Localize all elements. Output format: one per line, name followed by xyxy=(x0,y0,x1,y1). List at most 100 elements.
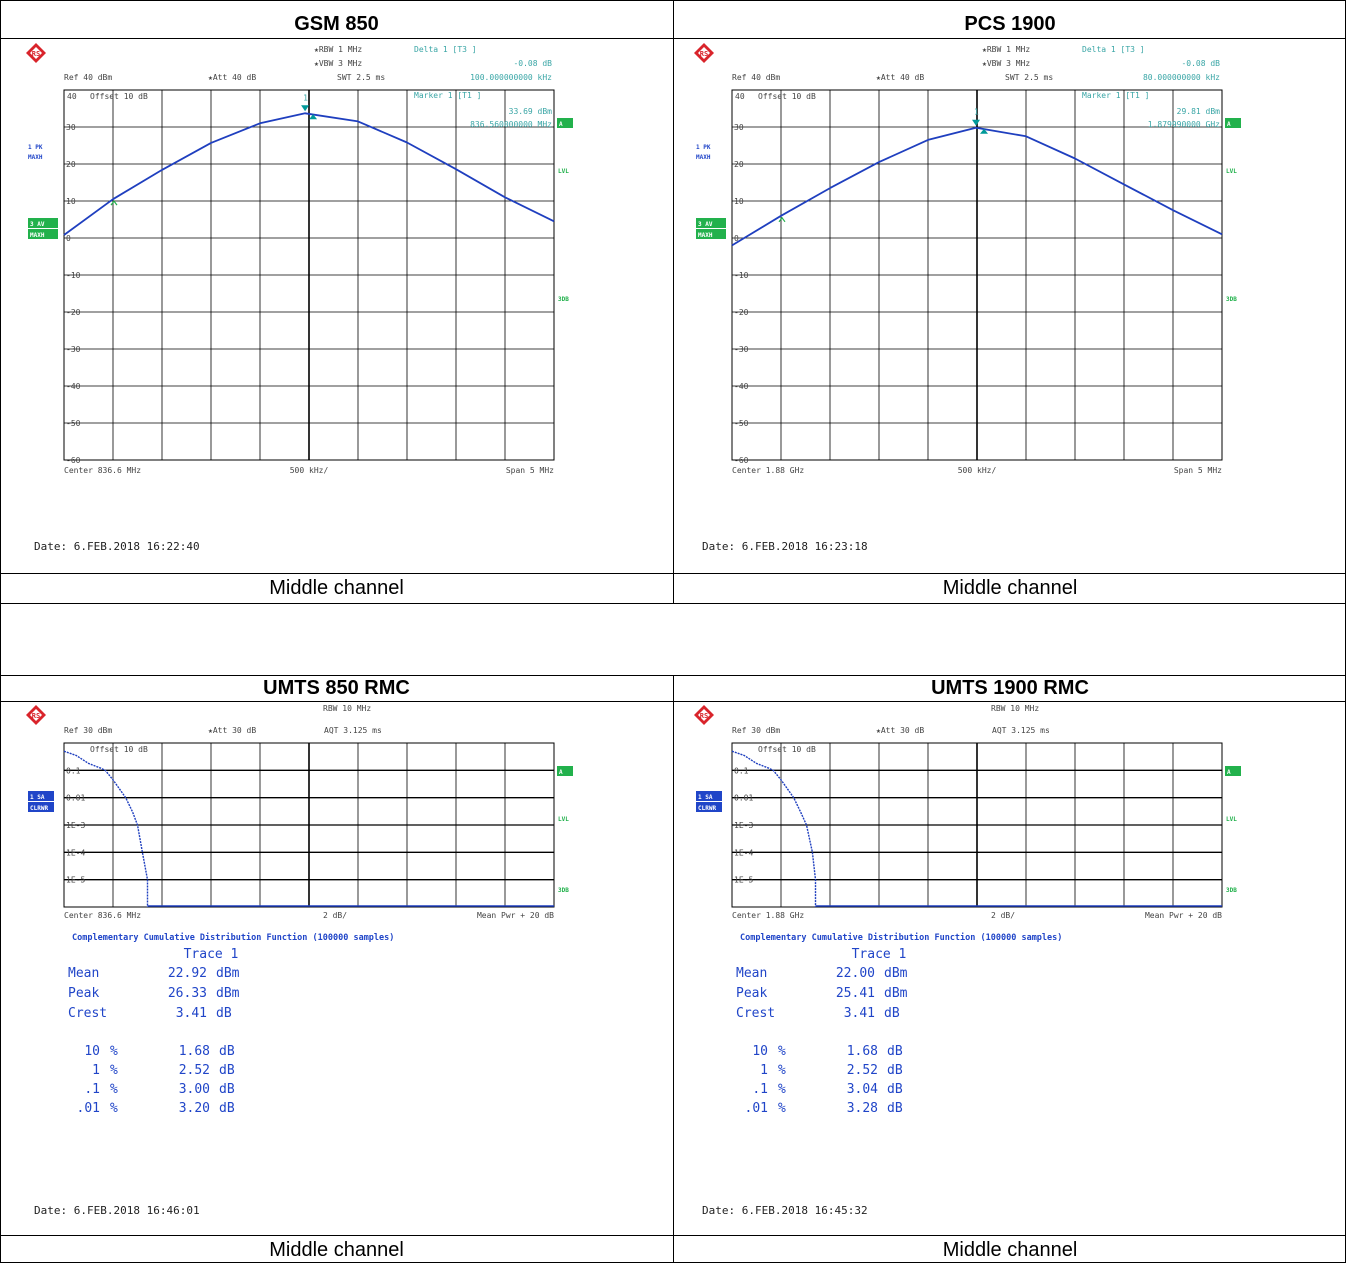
stats-pct-level: .01 xyxy=(77,1101,100,1116)
rbw-label: RBW 10 MHz xyxy=(323,704,371,713)
stats-pct-level: 1 xyxy=(92,1063,100,1078)
stats-pct-value: 3.04 xyxy=(847,1082,878,1097)
db3-label: 3DB xyxy=(558,887,569,894)
trace1-mode: MAXH xyxy=(696,154,711,161)
trace1-badge-bg xyxy=(28,791,54,801)
y-tick-label: 1E-3 xyxy=(734,821,753,830)
line-marker-icon xyxy=(778,216,786,223)
marker-frequency: 836.560000000 MHz xyxy=(470,120,552,129)
marker-1-triangle xyxy=(301,105,310,112)
y-tick-label: 0.1 xyxy=(734,766,749,775)
panel-caption-umts1900: Middle channel xyxy=(942,1239,1078,1261)
a-badge-bg xyxy=(557,118,573,128)
logo-diamond-inner xyxy=(30,47,42,59)
trace1-mode-badge: CLRWR xyxy=(698,805,716,812)
y-tick-label: -20 xyxy=(66,308,81,317)
stats-pct-value: 1.68 xyxy=(179,1044,210,1059)
date-stamp: Date: 6.FEB.2018 16:45:32 xyxy=(702,1204,868,1217)
stats-row-unit: dB xyxy=(884,1006,900,1021)
y-tick-label: 0.01 xyxy=(66,794,85,803)
marker-1-tag: 1 xyxy=(974,108,979,117)
marker-label: Marker 1 [T1 ] xyxy=(1082,91,1149,100)
footer-division-label: 500 kHz/ xyxy=(958,466,997,475)
rbw-label: ★RBW 1 MHz xyxy=(982,45,1030,54)
stats-pct-symbol: % xyxy=(778,1044,786,1059)
y-tick-label: 1E-4 xyxy=(734,848,753,857)
trace1-label: 1 PK xyxy=(28,144,43,151)
stats-pct-symbol: % xyxy=(778,1063,786,1078)
stats-pct-symbol: % xyxy=(110,1063,118,1078)
trace3-mode-badge: MAXH xyxy=(698,232,713,239)
trace1-mode-badge: CLRWR xyxy=(30,805,48,812)
stats-pct-symbol: % xyxy=(110,1082,118,1097)
lvl-label: LVL xyxy=(1226,816,1237,823)
stats-row-key: Mean xyxy=(736,966,767,981)
y-tick-label: -10 xyxy=(734,271,749,280)
trace1-badge: 1 SA xyxy=(30,794,45,801)
rbw-label: ★RBW 1 MHz xyxy=(314,45,362,54)
sweep-time-label: SWT 2.5 ms xyxy=(1005,73,1053,82)
ccdf-title: Complementary Cumulative Distribution Fu… xyxy=(740,932,1062,943)
trace3-mode-badge-bg xyxy=(28,229,58,239)
rohde-schwarz-logo: RS xyxy=(694,705,714,725)
stats-row-key: Mean xyxy=(68,966,99,981)
trace1-mode-badge-bg xyxy=(696,802,722,812)
attenuation-label: ★Att 40 dB xyxy=(208,73,256,82)
y-tick-label: 1E-3 xyxy=(66,821,85,830)
logo-diamond-inner xyxy=(698,47,710,59)
delta-value: -0.08 dB xyxy=(1181,59,1220,68)
rohde-schwarz-logo: RS xyxy=(26,43,46,63)
footer-span-label: Span 5 MHz xyxy=(1174,466,1222,475)
stats-pct-unit: dB xyxy=(887,1082,903,1097)
marker-1-tag: 1 xyxy=(303,93,308,102)
y-tick-label: 20 xyxy=(66,160,76,169)
spectrum-plot-gsm850: RS ★RBW 1 MHz ★VBW 3 MHz Ref 40 dBm ★Att 40 … xyxy=(26,43,573,553)
footer-center-label: Center 836.6 MHz xyxy=(64,466,141,475)
stats-pct-symbol: % xyxy=(778,1082,786,1097)
date-stamp: Date: 6.FEB.2018 16:22:40 xyxy=(34,540,200,553)
panel-title-gsm850: GSM 850 xyxy=(294,13,379,35)
panel-caption-pcs1900: Middle channel xyxy=(942,577,1078,599)
stats-pct-value: 3.00 xyxy=(179,1082,210,1097)
stats-pct-unit: dB xyxy=(219,1082,235,1097)
ref-level-label: Ref 30 dBm xyxy=(64,726,112,735)
stats-pct-symbol: % xyxy=(110,1101,118,1116)
stats-row-value: 25.41 xyxy=(836,986,875,1001)
stats-row-value: 26.33 xyxy=(168,986,207,1001)
trace3-mode-badge-bg xyxy=(696,229,726,239)
footer-division-label: 2 dB/ xyxy=(991,911,1015,920)
panel-title-umts1900: UMTS 1900 RMC xyxy=(931,677,1089,699)
delta-label: Delta 1 [T3 ] xyxy=(414,45,477,54)
stats-row-value: 22.92 xyxy=(168,966,207,981)
acquisition-time-label: AQT 3.125 ms xyxy=(324,726,382,735)
logo-letters: RS xyxy=(32,50,40,58)
marker-3-triangle xyxy=(980,128,989,134)
offset-label: Offset 10 dB xyxy=(758,745,816,754)
y-tick-label: -50 xyxy=(66,419,81,428)
stats-pct-unit: dB xyxy=(219,1044,235,1059)
stats-pct-unit: dB xyxy=(887,1044,903,1059)
rbw-label: RBW 10 MHz xyxy=(991,704,1039,713)
stats-row-unit: dBm xyxy=(216,966,240,981)
a-badge-bg xyxy=(557,766,573,776)
stats-pct-symbol: % xyxy=(778,1101,786,1116)
ref-level-label: Ref 40 dBm xyxy=(732,73,780,82)
lvl-label: LVL xyxy=(1226,168,1237,175)
offset-label: Offset 10 dB xyxy=(758,92,816,101)
logo-diamond-inner xyxy=(698,709,710,721)
stats-row-unit: dBm xyxy=(216,986,240,1001)
trace1-mode: MAXH xyxy=(28,154,43,161)
attenuation-label: ★Att 40 dB xyxy=(876,73,924,82)
spectrum-trace xyxy=(731,126,1223,247)
stats-pct-unit: dB xyxy=(887,1063,903,1078)
panel-caption-gsm850: Middle channel xyxy=(269,577,404,599)
marker-value: 33.69 dBm xyxy=(509,107,553,116)
stats-pct-value: 3.28 xyxy=(847,1101,878,1116)
a-badge-bg xyxy=(1225,766,1241,776)
line-marker-icon xyxy=(110,200,118,206)
sweep-time-label: SWT 2.5 ms xyxy=(337,73,385,82)
vbw-label: ★VBW 3 MHz xyxy=(982,59,1030,68)
y-tick-label: 0.1 xyxy=(66,766,81,775)
y-tick-label: -30 xyxy=(734,345,749,354)
